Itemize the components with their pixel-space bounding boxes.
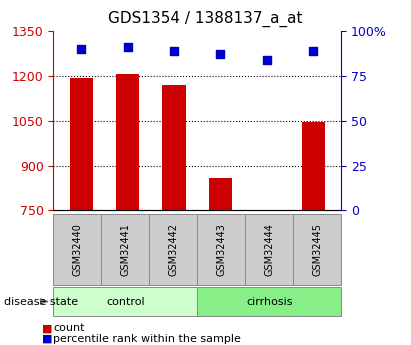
Text: GSM32441: GSM32441 <box>120 223 130 276</box>
Point <box>217 52 224 57</box>
Point <box>310 48 316 53</box>
Text: GSM32440: GSM32440 <box>72 223 82 276</box>
Text: GSM32444: GSM32444 <box>264 223 274 276</box>
Point <box>78 46 85 52</box>
Text: control: control <box>106 297 145 306</box>
Text: cirrhosis: cirrhosis <box>246 297 293 306</box>
Bar <box>116 74 139 210</box>
Bar <box>302 122 325 210</box>
Text: GSM32445: GSM32445 <box>312 223 322 276</box>
Bar <box>162 86 186 210</box>
Text: GSM32443: GSM32443 <box>216 223 226 276</box>
Text: disease state: disease state <box>4 297 78 306</box>
Text: GSM32442: GSM32442 <box>169 223 178 276</box>
Point <box>171 48 178 53</box>
Text: percentile rank within the sample: percentile rank within the sample <box>53 334 241 344</box>
Text: ■: ■ <box>42 324 53 333</box>
Text: count: count <box>53 324 85 333</box>
Point <box>125 45 131 50</box>
Bar <box>70 78 93 210</box>
Point <box>263 57 270 62</box>
Bar <box>209 178 232 210</box>
Text: GDS1354 / 1388137_a_at: GDS1354 / 1388137_a_at <box>108 10 303 27</box>
Text: ■: ■ <box>42 334 53 344</box>
